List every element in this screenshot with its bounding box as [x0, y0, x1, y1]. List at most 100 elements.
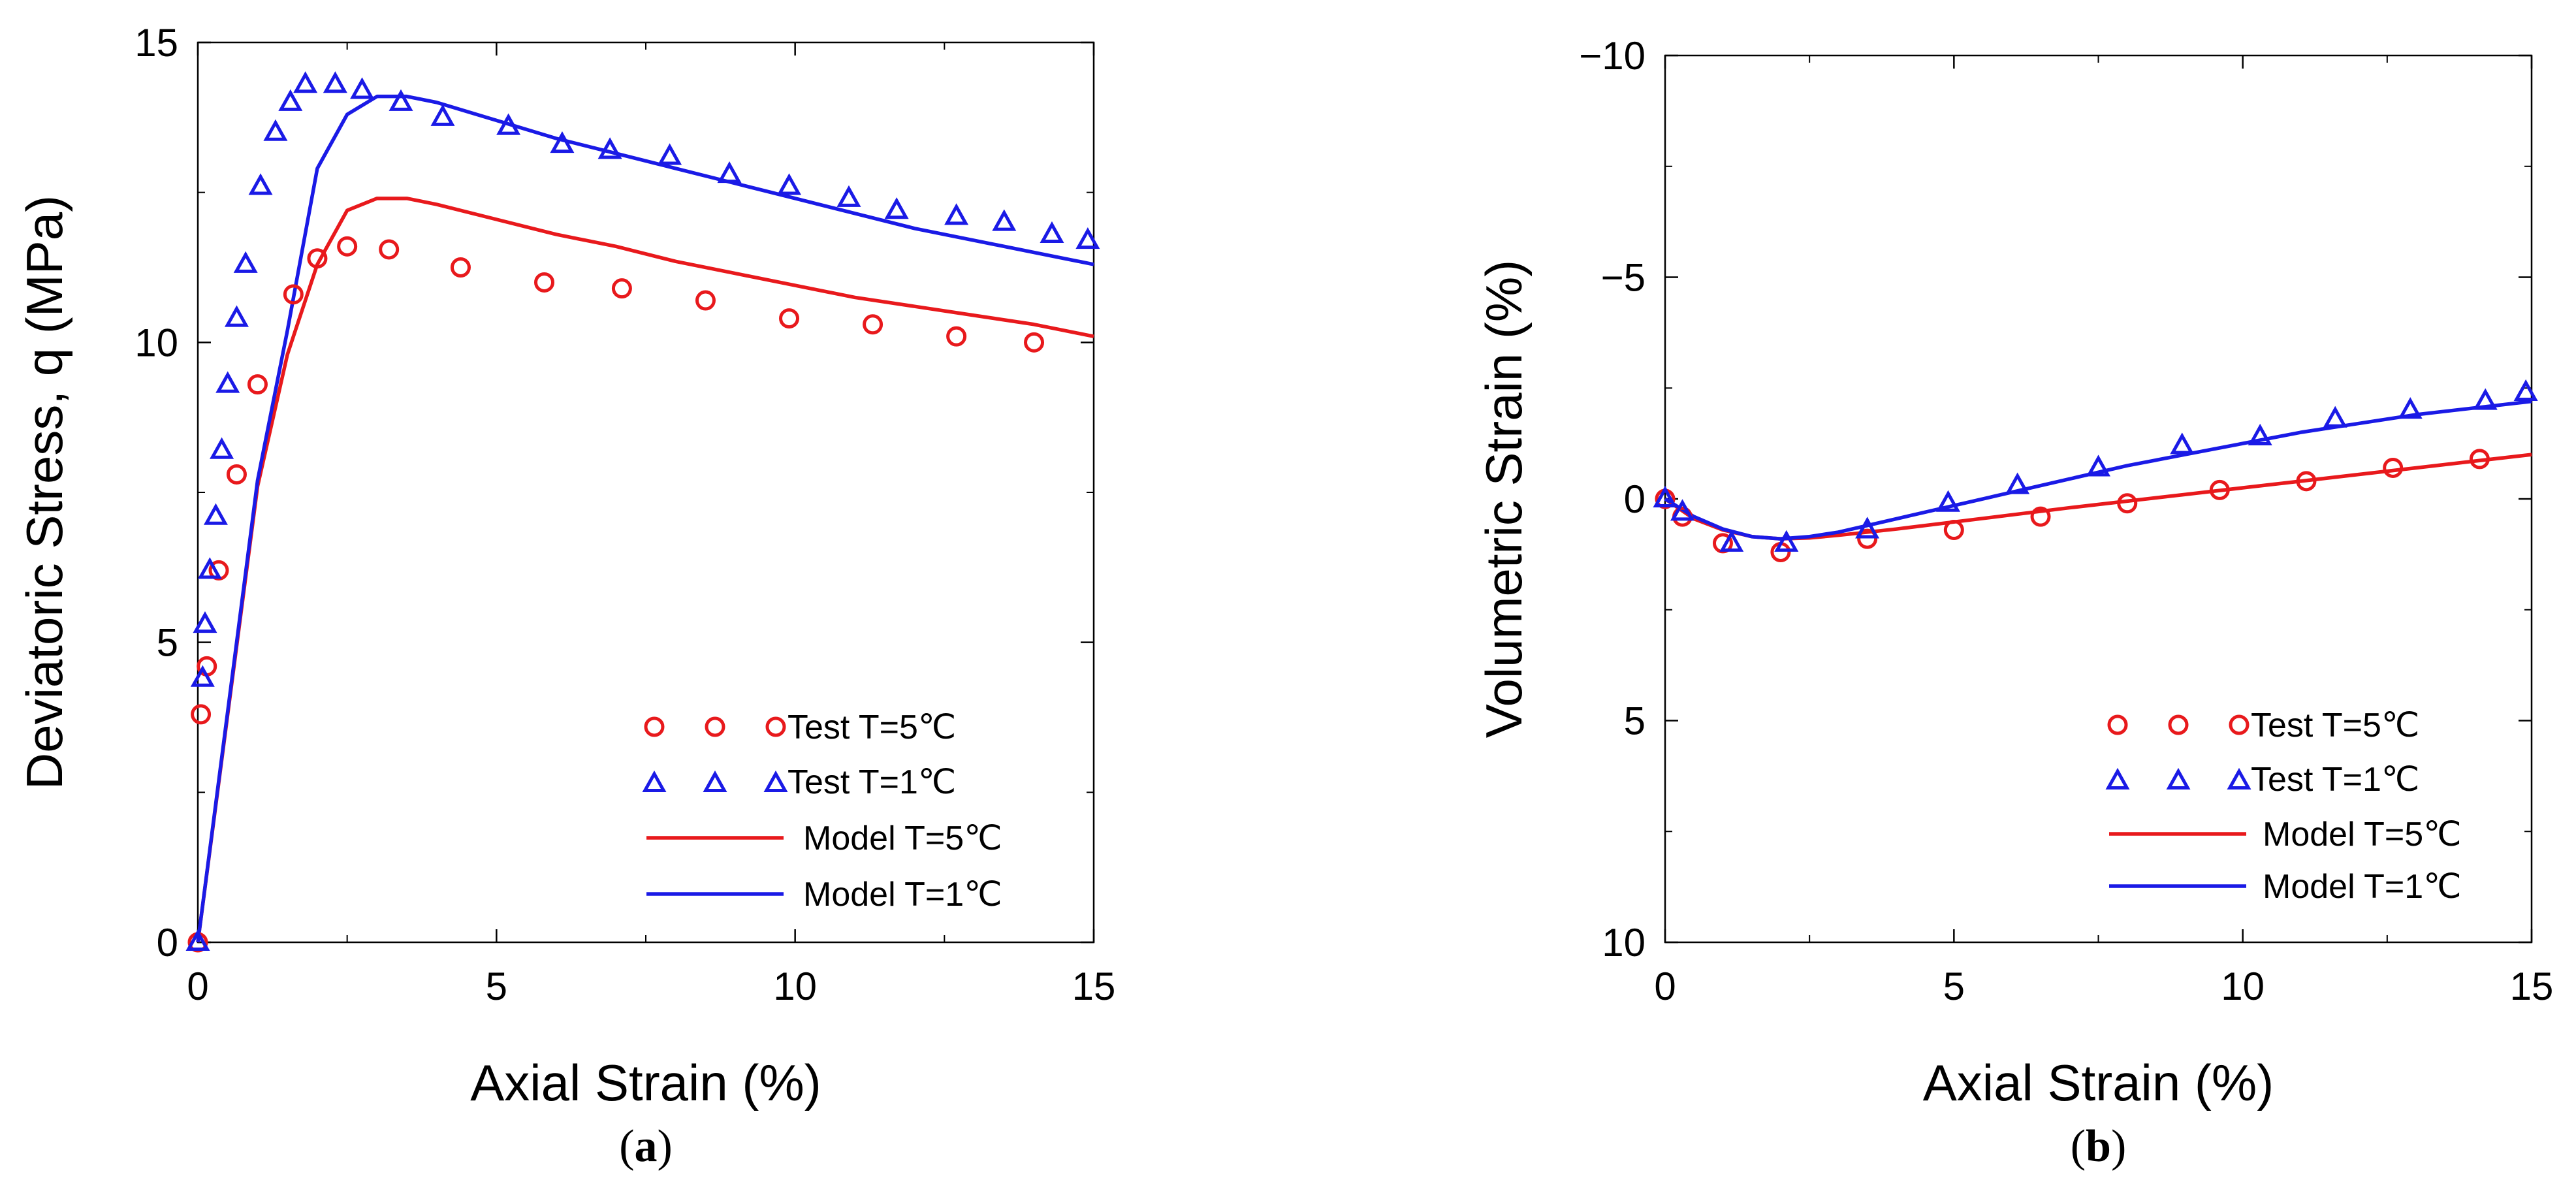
panel-label: (b): [2071, 1121, 2127, 1172]
panel-label-close: ): [658, 1121, 673, 1172]
data-point-triangle: [658, 143, 682, 165]
data-point-circle: [611, 278, 632, 299]
data-point-triangle: [944, 203, 969, 225]
legend-entry: Model T=1℃: [803, 876, 1002, 914]
legend-marker-circle: [705, 716, 725, 737]
legend-marker-triangle: [2227, 767, 2251, 789]
data-point-triangle: [550, 131, 575, 153]
data-point-triangle: [389, 89, 413, 111]
data-point-triangle: [717, 161, 742, 183]
data-point-triangle: [248, 173, 273, 195]
chart-panel-a: 0 5 10 15 0 5 10 15 Axial Strain (%) Deviatoric S…: [16, 21, 1115, 1172]
data-point-triangle: [2170, 432, 2195, 454]
y-tick-label: 0: [1624, 477, 1646, 521]
legend: Test T=5℃ Test T=1℃ Model T=5℃ Model T=1℃: [2105, 707, 2462, 906]
data-point-triangle: [350, 77, 375, 99]
data-point-triangle: [1935, 490, 1960, 512]
data-point-triangle: [430, 104, 455, 126]
x-tick-label: 15: [1072, 965, 1116, 1008]
panel-label-letter: b: [2086, 1121, 2111, 1172]
legend-entry: Model T=5℃: [803, 820, 1002, 857]
panel-label-open: (: [2071, 1121, 2086, 1172]
plot-frame: [197, 41, 1095, 944]
data-point-circle: [226, 464, 247, 485]
legend-entry: Model T=1℃: [2263, 868, 2462, 906]
data-point-triangle: [496, 113, 521, 135]
legend-marker-triangle: [763, 770, 788, 792]
y-tick-label: 5: [157, 621, 178, 665]
legend-entry: Model T=5℃: [2263, 816, 2462, 853]
data-point-triangle: [197, 557, 222, 579]
data-point-circle: [307, 248, 328, 269]
data-point-circle: [2383, 457, 2404, 478]
data-point-triangle: [210, 437, 234, 459]
y-axis-label: Volumetric Strain (%): [1475, 260, 1533, 739]
data-point-circle: [2296, 471, 2317, 492]
data-point-triangle: [2323, 406, 2347, 428]
x-tick-label: 10: [773, 965, 817, 1008]
data-point-triangle: [777, 173, 802, 195]
data-point-circle: [191, 704, 212, 725]
plot-frame: [1664, 54, 2533, 944]
data-point-triangle: [1653, 485, 1678, 507]
data-point-triangle: [2398, 397, 2423, 419]
data-point-circle: [450, 257, 471, 278]
data-point-triangle: [2005, 472, 2030, 494]
x-tick-label: 0: [187, 965, 208, 1008]
data-point-triangle: [323, 71, 347, 93]
x-tick-label: 5: [1943, 965, 1965, 1008]
legend-marker-circle: [644, 716, 665, 737]
data-point-circle: [2469, 449, 2490, 470]
legend-marker-circle: [2229, 714, 2250, 735]
data-point-triangle: [1075, 227, 1100, 249]
data-point-triangle: [2513, 379, 2538, 402]
y-tick-label: −10: [1579, 34, 1646, 78]
y-tick-label: −5: [1601, 256, 1646, 300]
x-tick-label: 5: [486, 965, 507, 1008]
data-point-triangle: [293, 71, 318, 93]
data-point-triangle: [2473, 388, 2498, 410]
legend-entry: Test T=1℃: [787, 763, 956, 801]
legend-marker-triangle: [2105, 767, 2130, 789]
data-point-triangle: [597, 137, 622, 159]
data-point-circle: [946, 326, 967, 347]
data-point-circle: [283, 284, 304, 305]
data-point-triangle: [1040, 221, 1064, 243]
data-point-circle: [2117, 493, 2138, 514]
legend-entry: Test T=5℃: [2251, 707, 2419, 744]
legend-entry: Test T=5℃: [787, 709, 956, 746]
data-point-triangle: [1774, 530, 1799, 552]
data-point-triangle: [1670, 499, 1695, 521]
data-point-circle: [1943, 520, 1964, 541]
data-point-circle: [1024, 332, 1045, 353]
panel-label-open: (: [619, 1121, 634, 1172]
chart-panel-b: 0 5 10 15 −10 −5 0 5 10 Axial Strain (%) Volumetri…: [1475, 34, 2553, 1172]
data-point-triangle: [992, 209, 1017, 231]
data-point-circle: [779, 308, 800, 329]
data-point-triangle: [2086, 454, 2111, 477]
legend-marker-circle: [2168, 714, 2189, 735]
data-point-triangle: [278, 89, 303, 111]
y-tick-label: 5: [1624, 699, 1646, 743]
y-tick-label: 10: [135, 321, 178, 364]
data-point-triangle: [190, 665, 215, 687]
legend-marker-triangle: [642, 770, 667, 792]
data-point-circle: [337, 236, 358, 257]
data-point-triangle: [203, 503, 228, 525]
data-point-triangle: [193, 611, 217, 633]
data-point-circle: [2030, 506, 2051, 527]
data-point-circle: [247, 374, 268, 395]
x-axis-label: Axial Strain (%): [470, 1054, 821, 1111]
data-point-circle: [379, 239, 400, 260]
data-point-circle: [534, 272, 555, 293]
data-point-triangle: [215, 371, 240, 393]
legend: Test T=5℃ Test T=1℃ Model T=5℃ Model T=1℃: [642, 709, 1002, 914]
data-point-triangle: [185, 929, 210, 951]
y-tick-label: 10: [1602, 921, 1646, 965]
data-point-triangle: [263, 119, 288, 141]
data-point-triangle: [224, 305, 249, 327]
panel-label: (a): [619, 1121, 673, 1172]
y-tick-label: 0: [157, 921, 178, 965]
data-point-triangle: [836, 185, 861, 207]
